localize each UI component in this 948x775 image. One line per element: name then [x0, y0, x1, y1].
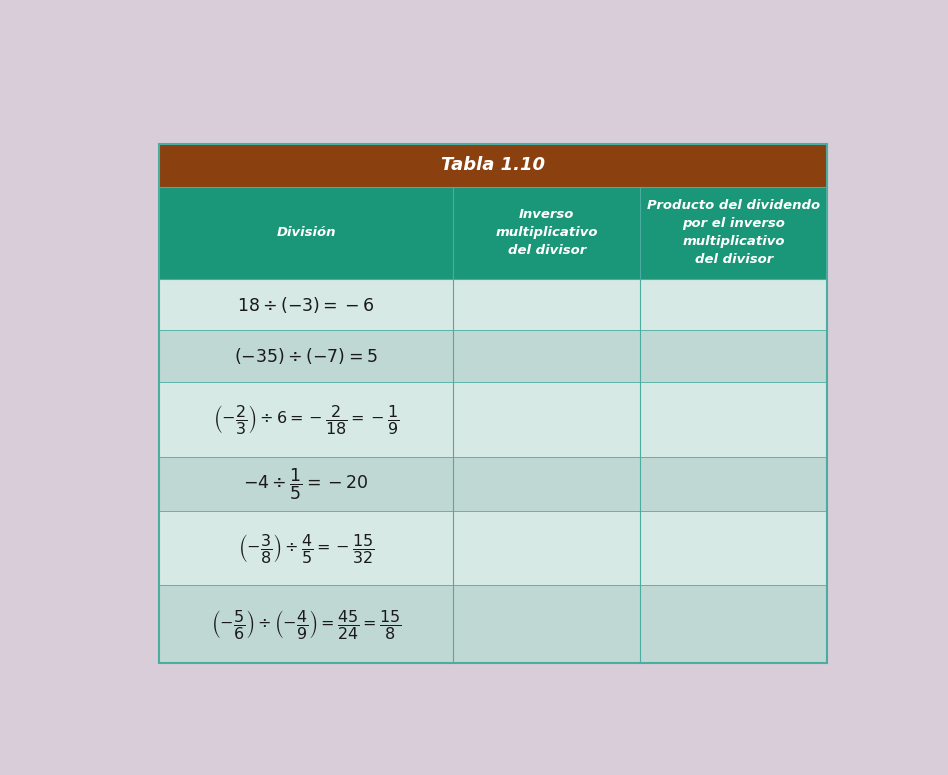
Text: Tabla 1.10: Tabla 1.10 [441, 157, 545, 174]
Text: División: División [276, 226, 336, 239]
Bar [159, 330, 828, 382]
Text: $\left(-\dfrac{5}{6}\right) \div \left(-\dfrac{4}{9}\right) = \dfrac{45}{24} = \: $\left(-\dfrac{5}{6}\right) \div \left(-… [210, 608, 401, 641]
Text: $\left(-\dfrac{3}{8}\right) \div \dfrac{4}{5} = -\dfrac{15}{32}$: $\left(-\dfrac{3}{8}\right) \div \dfrac{… [238, 532, 374, 564]
Bar [159, 187, 828, 279]
Bar [159, 457, 828, 511]
Bar [159, 585, 828, 663]
Bar [159, 143, 828, 663]
Bar [159, 382, 828, 457]
Text: $\left(-\dfrac{2}{3}\right) \div 6 = -\dfrac{2}{18} = -\dfrac{1}{9}$: $\left(-\dfrac{2}{3}\right) \div 6 = -\d… [213, 403, 399, 436]
Text: $(-35) \div (-7) = 5$: $(-35) \div (-7) = 5$ [234, 346, 377, 366]
Text: Inverso
multiplicativo
del divisor: Inverso multiplicativo del divisor [496, 208, 598, 257]
Bar [159, 279, 828, 330]
Text: $-4 \div \dfrac{1}{5} = -20$: $-4 \div \dfrac{1}{5} = -20$ [243, 466, 369, 501]
Bar [159, 511, 828, 585]
Text: Producto del dividendo
por el inverso
multiplicativo
del divisor: Producto del dividendo por el inverso mu… [647, 199, 820, 267]
Text: $18 \div (-3) = -6$: $18 \div (-3) = -6$ [237, 294, 374, 315]
Bar [159, 143, 828, 187]
